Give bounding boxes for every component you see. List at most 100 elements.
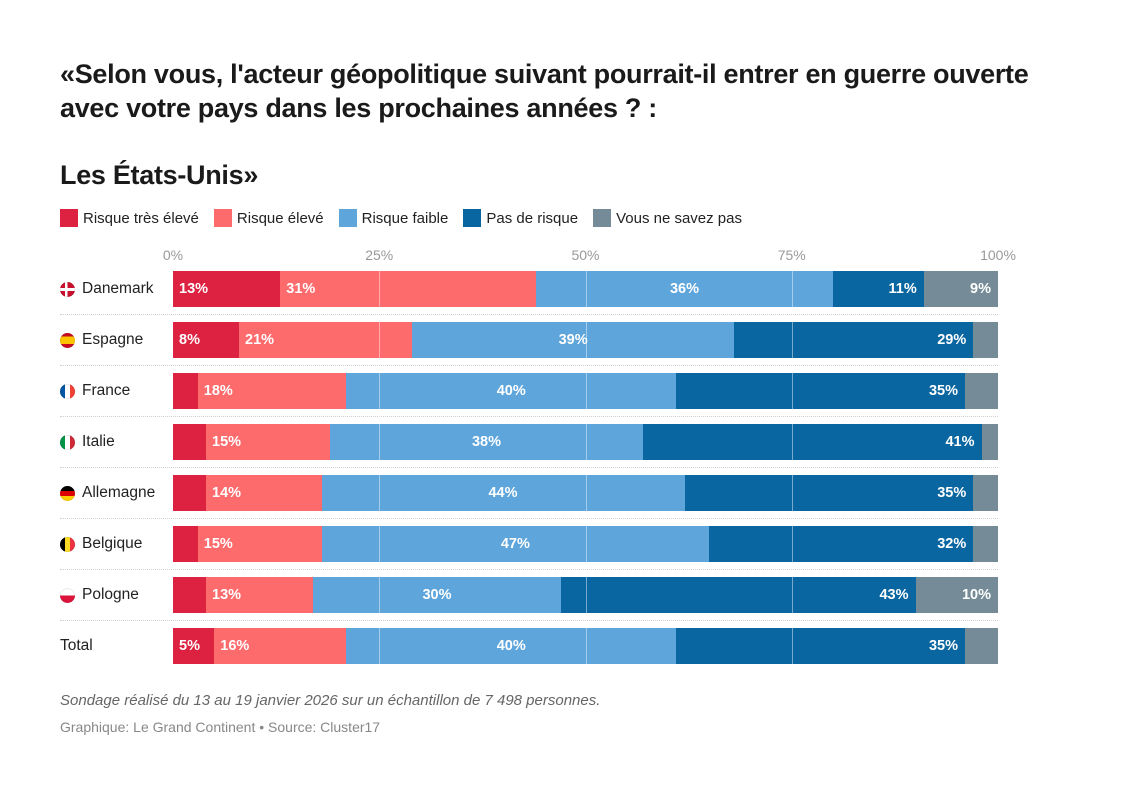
stacked-bar: 13% 30% 43% 10% xyxy=(173,577,998,613)
data-label: 41% xyxy=(945,434,975,450)
row-separator xyxy=(60,467,998,468)
bar-segment xyxy=(214,628,347,664)
legend-label: Risque élevé xyxy=(236,209,324,227)
bar-segment xyxy=(173,322,239,358)
category-name: Pologne xyxy=(82,586,139,603)
category-name: Italie xyxy=(82,433,115,450)
bar-segment xyxy=(965,628,998,664)
chart-row-belgique: Belgique 15% 47% 32% xyxy=(60,526,998,562)
category-name: Total xyxy=(60,637,93,654)
bar-segment xyxy=(173,475,206,511)
bar-segment xyxy=(676,373,965,409)
category-name: Danemark xyxy=(82,280,154,297)
x-axis-tick: 50% xyxy=(571,247,600,263)
flag-dk-icon xyxy=(60,281,75,297)
data-label: 13% xyxy=(179,281,209,297)
data-label: 9% xyxy=(970,281,991,297)
data-label: 29% xyxy=(937,332,967,348)
source-credit: Graphique: Le Grand Continent • Source: … xyxy=(60,719,381,735)
bar-segment xyxy=(709,526,974,562)
data-label: 15% xyxy=(212,434,242,450)
bar-segment xyxy=(923,271,998,307)
data-label: 38% xyxy=(471,434,502,450)
flag-it-icon xyxy=(60,434,75,450)
bar-segment xyxy=(173,424,206,460)
y-axis-label: Total xyxy=(60,628,93,664)
y-axis-label: Belgique xyxy=(60,526,142,562)
legend-item-pas-de-risque: Pas de risque xyxy=(463,209,578,227)
legend-swatch xyxy=(593,209,612,227)
bar-segment xyxy=(197,373,347,409)
flag-fr-icon xyxy=(60,383,75,399)
legend: Risque très élevé Risque élevé Risque fa… xyxy=(60,209,757,227)
chart-row-france: France 18% 40% 35% xyxy=(60,373,998,409)
bar-segment xyxy=(684,475,974,511)
row-separator xyxy=(60,416,998,417)
legend-item-risque-eleve: Risque élevé xyxy=(213,209,324,227)
y-axis-label: France xyxy=(60,373,130,409)
bar-segment xyxy=(173,526,198,562)
y-axis-label: Pologne xyxy=(60,577,139,613)
chart-row-total: Total 5% 16% 40% 35% xyxy=(60,628,998,664)
legend-item-risque-tres-eleve: Risque très élevé xyxy=(60,209,199,227)
stacked-bar: 13% 31% 36% 11% 9% xyxy=(173,271,998,307)
bar-segment xyxy=(206,475,322,511)
category-name: Espagne xyxy=(82,331,144,348)
data-label: 32% xyxy=(937,536,967,552)
stacked-bar: 15% 38% 41% xyxy=(173,424,998,460)
chart-row-allemagne: Allemagne 14% 44% 35% xyxy=(60,475,998,511)
bar-segment xyxy=(173,577,206,613)
bar-segment xyxy=(643,424,982,460)
data-label: 15% xyxy=(203,536,233,552)
stacked-bar: 5% 16% 40% 35% xyxy=(173,628,998,664)
data-label: 36% xyxy=(669,281,700,297)
legend-swatch xyxy=(213,209,232,227)
y-axis-label: Italie xyxy=(60,424,115,460)
x-axis-tick: 0% xyxy=(162,247,184,263)
chart-title: «Selon vous, l'acteur géopolitique suiva… xyxy=(60,59,1029,123)
bar-segment xyxy=(536,271,833,307)
x-axis-tick: 75% xyxy=(777,247,806,263)
gridline xyxy=(379,268,381,666)
row-separator xyxy=(60,569,998,570)
bar-segment xyxy=(973,322,998,358)
bar-segment xyxy=(173,628,215,664)
bar-segment xyxy=(346,628,677,664)
flag-pl-icon xyxy=(60,587,75,603)
data-label: 11% xyxy=(888,281,917,297)
bar-segment xyxy=(173,271,281,307)
y-axis-label: Allemagne xyxy=(60,475,155,511)
bar-segment xyxy=(206,577,314,613)
bar-segment xyxy=(833,271,924,307)
bar-segment xyxy=(329,424,644,460)
data-label: 5% xyxy=(179,638,200,654)
row-separator xyxy=(60,365,998,366)
legend-label: Risque très élevé xyxy=(83,209,199,227)
flag-be-icon xyxy=(60,536,75,552)
gridline xyxy=(791,268,793,666)
bar-segment xyxy=(280,271,536,307)
bar-segment xyxy=(173,373,198,409)
bar-segment xyxy=(965,373,998,409)
chart-row-pologne: Pologne 13% 30% 43% 10% xyxy=(60,577,998,613)
data-label: 30% xyxy=(422,587,452,603)
legend-swatch xyxy=(338,209,357,227)
bar-segment xyxy=(560,577,916,613)
bar-segment xyxy=(321,475,685,511)
stacked-bar: 8% 21% 39% 29% xyxy=(173,322,998,358)
legend-swatch xyxy=(60,209,78,227)
legend-label: Risque faible xyxy=(361,209,449,227)
data-label: 35% xyxy=(928,383,958,399)
data-label: 8% xyxy=(179,332,200,348)
row-separator xyxy=(60,314,998,315)
row-separator xyxy=(60,620,998,621)
data-label: 16% xyxy=(220,638,250,654)
bar-segment xyxy=(973,475,998,511)
x-axis-tick: 25% xyxy=(365,247,394,263)
flag-de-icon xyxy=(60,485,75,501)
survey-note: Sondage réalisé du 13 au 19 janvier 2026… xyxy=(60,692,601,709)
legend-item-risque-faible: Risque faible xyxy=(338,209,449,227)
y-axis-label: Espagne xyxy=(60,322,143,358)
legend-label: Vous ne savez pas xyxy=(616,209,742,227)
x-axis-tick: 100% xyxy=(980,247,1016,263)
